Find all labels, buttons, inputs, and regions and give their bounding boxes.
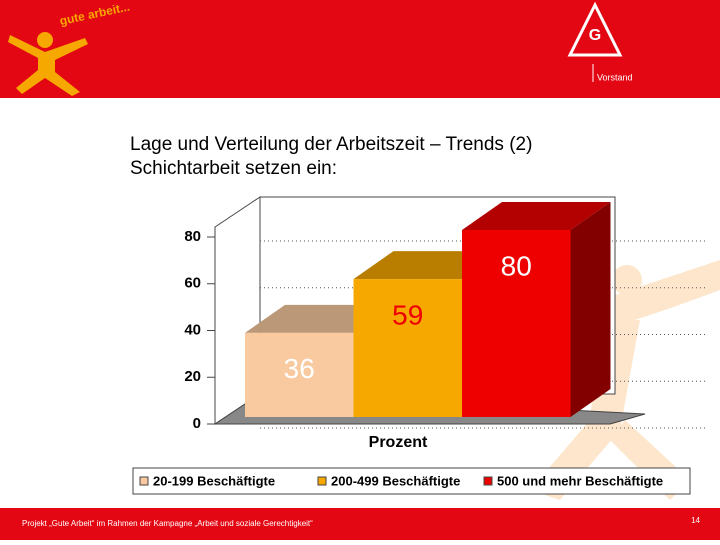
legend-label: 20-199 Beschäftigte bbox=[153, 473, 275, 488]
bar-top bbox=[462, 202, 611, 230]
unit-label: Vorstand bbox=[597, 72, 633, 82]
slide-title: Lage und Verteilung der Arbeitszeit – Tr… bbox=[130, 134, 532, 155]
y-tick-label: 20 bbox=[184, 368, 201, 385]
data-label: 59 bbox=[392, 299, 423, 330]
bar bbox=[462, 230, 571, 417]
logo-figure bbox=[8, 32, 88, 96]
y-tick-label: 80 bbox=[184, 228, 201, 245]
x-axis-label: Prozent bbox=[369, 434, 428, 451]
legend-swatch bbox=[317, 476, 327, 486]
data-label: 80 bbox=[501, 250, 532, 281]
legend-swatch bbox=[139, 476, 149, 486]
legend-swatch bbox=[483, 476, 493, 486]
ig-logo: G bbox=[567, 1, 623, 57]
slide-subtitle: Schichtarbeit setzen ein: bbox=[130, 158, 337, 179]
legend-label: 200-499 Beschäftigte bbox=[331, 473, 460, 488]
y-tick-label: 0 bbox=[193, 415, 201, 432]
footer-bar bbox=[0, 508, 720, 540]
bar-side bbox=[570, 202, 611, 417]
svg-text:G: G bbox=[589, 27, 601, 44]
y-tick-label: 40 bbox=[184, 321, 201, 338]
bar bbox=[245, 332, 354, 417]
y-tick-label: 60 bbox=[184, 275, 201, 292]
data-label: 36 bbox=[284, 353, 315, 384]
bar bbox=[353, 279, 462, 417]
legend-label: 500 und mehr Beschäftigte bbox=[497, 473, 663, 488]
footer-text: Projekt „Gute Arbeit“ im Rahmen der Kamp… bbox=[22, 519, 313, 528]
page-number: 14 bbox=[691, 516, 700, 525]
legend-box bbox=[132, 467, 691, 495]
chart: 0 20 40 60 80 36 59 80 Prozent 20-199 Beschäftigt… bbox=[132, 196, 705, 495]
